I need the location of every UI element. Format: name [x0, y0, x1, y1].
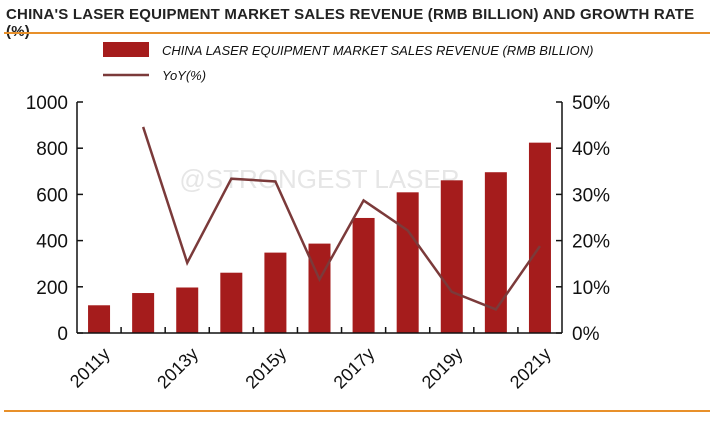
bar-2014y [220, 272, 243, 333]
bar-2021y [528, 142, 551, 333]
bar-2019y [440, 180, 463, 333]
right-tick-label: 30% [572, 185, 610, 206]
bar-2016y [308, 243, 331, 333]
bottom-rule [4, 410, 710, 412]
bar-2011y [88, 305, 111, 333]
left-tick-label: 400 [36, 232, 68, 253]
yoy-line [141, 126, 541, 311]
right-tick-label: 10% [572, 278, 610, 299]
x-tick-label: 2013y [153, 344, 202, 393]
top-rule [4, 32, 710, 34]
chart-title: CHINA'S LASER EQUIPMENT MARKET SALES REV… [6, 6, 695, 40]
bar-2015y [264, 252, 287, 333]
right-tick-label: 50% [572, 93, 610, 114]
left-tick-label: 1000 [26, 93, 68, 114]
bar-2018y [396, 192, 419, 333]
legend-line-label: YoY(%) [162, 68, 206, 83]
right-tick-label: 40% [572, 139, 610, 160]
watermark: @STRONGEST LASER [179, 164, 459, 194]
x-tick-label: 2017y [330, 344, 379, 393]
bar-2013y [176, 287, 199, 333]
right-tick-label: 20% [572, 232, 610, 253]
bar-2012y [132, 293, 155, 333]
bar-2017y [352, 217, 375, 333]
bar-2020y [484, 172, 507, 333]
x-tick-label: 2021y [506, 344, 555, 393]
x-tick-label: 2015y [241, 344, 290, 393]
right-tick-label: 0% [572, 324, 600, 345]
left-tick-label: 200 [36, 278, 68, 299]
legend-bar-swatch [103, 42, 149, 57]
x-tick-label: 2011y [66, 344, 114, 392]
x-tick-label: 2019y [418, 344, 467, 393]
left-tick-label: 0 [57, 324, 68, 345]
left-tick-label: 600 [36, 185, 68, 206]
legend-bar-label: CHINA LASER EQUIPMENT MARKET SALES REVEN… [162, 43, 594, 58]
left-tick-label: 800 [36, 139, 68, 160]
